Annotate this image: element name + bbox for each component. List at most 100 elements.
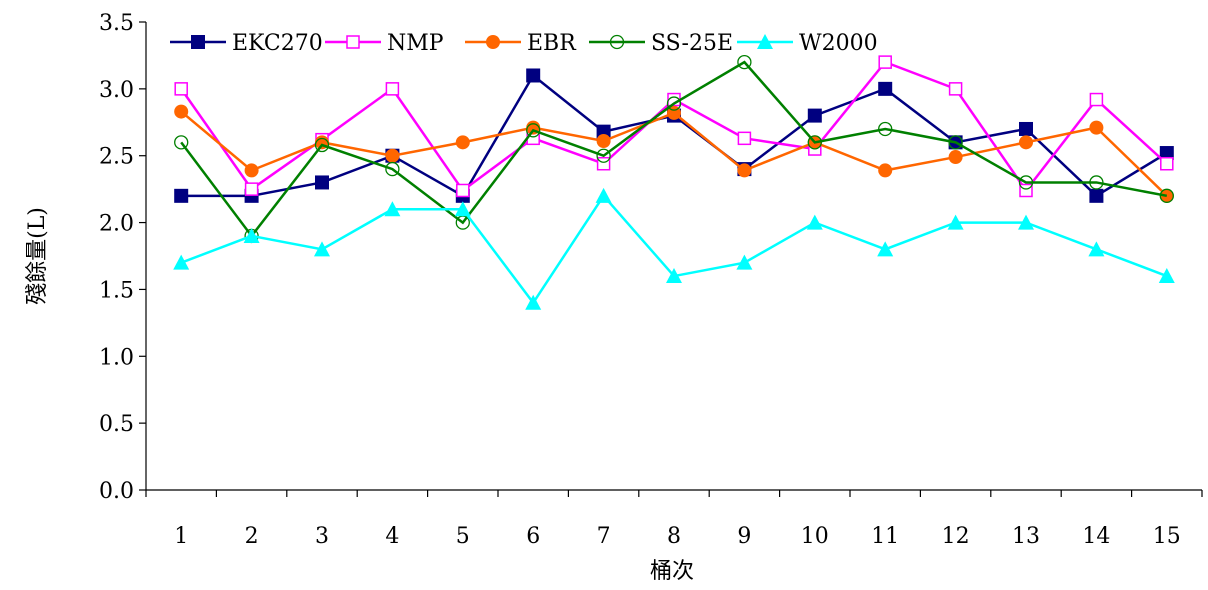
data-point-w2000 — [736, 254, 753, 270]
legend-item-ekc270: EKC270 — [170, 31, 323, 56]
data-point-w2000 — [1018, 214, 1034, 230]
data-point-w2000 — [877, 241, 894, 257]
data-point-ss-25e — [948, 135, 963, 150]
legend-marker-ekc270 — [191, 35, 205, 49]
legend-marker-ss-25e — [609, 34, 625, 50]
x-tick-label: 4 — [385, 524, 399, 549]
data-point-ebr — [596, 134, 611, 149]
data-point-ss-25e — [737, 54, 752, 70]
data-point-ebr — [1089, 120, 1104, 135]
data-point-nmp — [878, 55, 892, 69]
data-point-ekc270 — [1159, 146, 1174, 161]
data-point-ebr — [737, 163, 752, 178]
data-point-ss-25e — [455, 215, 470, 230]
data-point-nmp — [737, 131, 752, 146]
x-tick-label: 7 — [597, 524, 611, 549]
data-point-w2000 — [173, 254, 190, 270]
data-point-w2000 — [243, 227, 260, 243]
data-point-nmp — [596, 156, 611, 171]
data-point-ebr — [385, 148, 400, 163]
legend-marker-nmp — [346, 35, 360, 49]
data-point-ss-25e — [807, 135, 822, 150]
data-point-nmp — [1019, 183, 1033, 198]
legend-label-ss-25e: SS-25E — [651, 31, 733, 56]
x-tick-label: 5 — [456, 524, 470, 549]
data-point-ebr — [948, 150, 963, 165]
data-point-ekc270 — [807, 108, 822, 123]
x-tick-label: 9 — [737, 524, 751, 549]
y-tick-label: 2.5 — [99, 145, 134, 170]
data-point-ekc270 — [1089, 188, 1104, 203]
legend-marker-w2000 — [757, 34, 773, 49]
data-point-ebr — [455, 135, 470, 150]
data-point-ss-25e — [596, 148, 611, 163]
data-point-ekc270 — [526, 68, 541, 83]
y-tick-label: 1.0 — [99, 345, 134, 370]
data-point-ebr — [1019, 135, 1033, 150]
legend-label-ebr: EBR — [527, 31, 577, 56]
data-point-nmp — [1089, 92, 1104, 107]
x-tick-label: 12 — [942, 524, 970, 549]
x-tick-label: 2 — [245, 524, 259, 549]
data-point-w2000 — [1158, 268, 1175, 284]
data-point-ebr — [244, 163, 259, 178]
x-tick-label: 8 — [667, 524, 681, 549]
series-line-w2000 — [180, 193, 1168, 305]
data-point-w2000 — [454, 201, 471, 217]
data-point-w2000 — [806, 214, 823, 230]
x-tick-label: 6 — [526, 524, 540, 549]
y-tick-label: 3.5 — [99, 11, 134, 36]
data-point-nmp — [1160, 156, 1174, 171]
data-point-w2000 — [314, 241, 330, 257]
series-line-nmp — [180, 60, 1168, 193]
data-point-nmp — [244, 182, 259, 196]
x-tick-label: 3 — [315, 524, 329, 549]
legend-label-ekc270: EKC270 — [232, 31, 323, 56]
data-point-nmp — [385, 82, 400, 96]
legend-item-ss-25e: SS-25E — [589, 31, 733, 56]
data-point-ekc270 — [315, 175, 329, 190]
data-point-w2000 — [384, 201, 401, 217]
data-point-ss-25e — [526, 123, 541, 138]
series-ss-25e — [174, 54, 1174, 244]
legend-label-w2000: W2000 — [799, 31, 878, 56]
data-point-ebr — [174, 104, 189, 119]
x-tick-label: 15 — [1153, 524, 1181, 549]
y-tick-label: 0.0 — [99, 479, 134, 504]
y-axis-title: 殘餘量(L) — [25, 207, 50, 305]
data-point-ss-25e — [1159, 188, 1174, 203]
data-point-nmp — [456, 183, 470, 198]
series-line-ss-25e — [180, 60, 1168, 239]
x-axis-title: 桶次 — [650, 559, 694, 584]
x-tick-label: 11 — [871, 524, 899, 549]
data-point-ss-25e — [314, 137, 330, 153]
legend-label-nmp: NMP — [387, 31, 444, 56]
y-tick-label: 3.0 — [99, 78, 134, 103]
x-tick-label: 14 — [1082, 524, 1110, 549]
y-tick-label: 1.5 — [99, 278, 134, 303]
data-point-w2000 — [595, 187, 612, 203]
data-point-w2000 — [947, 214, 964, 230]
series-w2000 — [173, 187, 1175, 310]
data-point-ss-25e — [174, 135, 189, 150]
legend-marker-ebr — [486, 35, 500, 49]
data-point-ss-25e — [1018, 175, 1034, 190]
legend-item-nmp: NMP — [325, 31, 444, 56]
y-tick-label: 0.5 — [99, 412, 134, 437]
data-point-ss-25e — [878, 121, 893, 137]
data-point-ekc270 — [878, 81, 893, 96]
legend: EKC270 NMP EBR SS-25E W2000 — [170, 31, 878, 56]
x-tick-label: 1 — [174, 524, 188, 549]
data-point-ss-25e — [666, 96, 682, 111]
data-point-w2000 — [666, 268, 682, 284]
data-point-nmp — [174, 82, 188, 96]
x-tick-label: 10 — [801, 524, 829, 549]
data-point-ekc270 — [1019, 121, 1033, 136]
x-tick-label: 13 — [1012, 524, 1040, 549]
data-point-ss-25e — [385, 161, 400, 177]
data-point-w2000 — [525, 294, 542, 310]
series-layer — [173, 54, 1175, 310]
data-point-ss-25e — [1089, 175, 1104, 190]
